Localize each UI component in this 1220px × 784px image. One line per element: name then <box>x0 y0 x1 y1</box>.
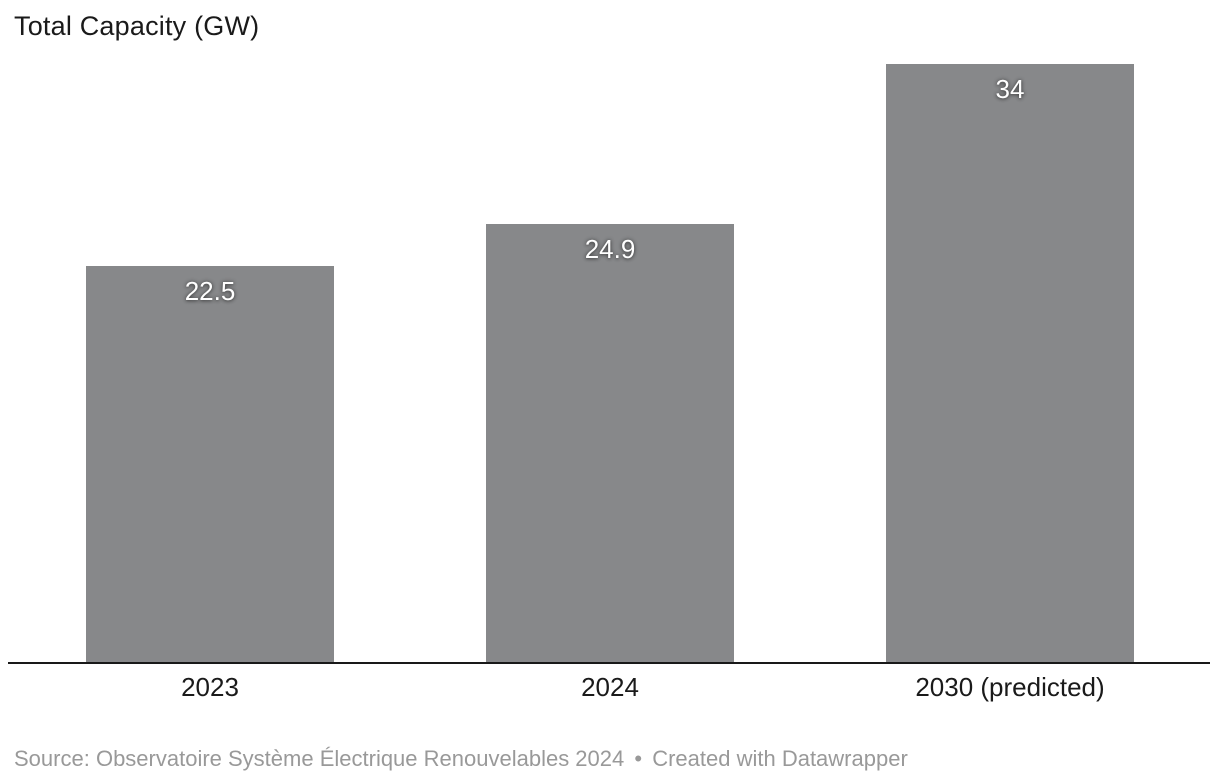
x-axis-label: 2024 <box>581 672 639 702</box>
bar-2023: 22.5 <box>86 266 334 662</box>
bar-2030-predicted-: 34 <box>886 64 1134 662</box>
bar-value-label: 24.9 <box>584 234 636 264</box>
source-text: Observatoire Système Électrique Renouvel… <box>95 746 625 771</box>
bar-slot: 22.5 <box>10 0 410 662</box>
bar-value-label: 34 <box>995 74 1025 104</box>
bar-slot: 34 <box>810 0 1210 662</box>
x-axis-label: 2023 <box>181 672 239 702</box>
x-axis-label: 2030 (predicted) <box>915 672 1105 702</box>
x-axis-labels: 2023 2024 2030 (predicted) <box>10 672 1210 703</box>
source-line: Source: Observatoire Système Électrique … <box>14 746 908 772</box>
bar-value-label: 22.5 <box>184 276 236 306</box>
bar-slot: 24.9 <box>410 0 810 662</box>
chart-title: Total Capacity (GW) <box>14 11 260 41</box>
source-separator: • <box>634 746 643 771</box>
x-axis-line <box>8 662 1210 664</box>
source-prefix: Source: <box>14 746 90 771</box>
plot-area: 22.5 24.9 34 <box>10 0 1210 662</box>
bar-2024: 24.9 <box>486 224 734 662</box>
datawrapper-attribution-link[interactable]: Created with Datawrapper <box>652 746 908 771</box>
